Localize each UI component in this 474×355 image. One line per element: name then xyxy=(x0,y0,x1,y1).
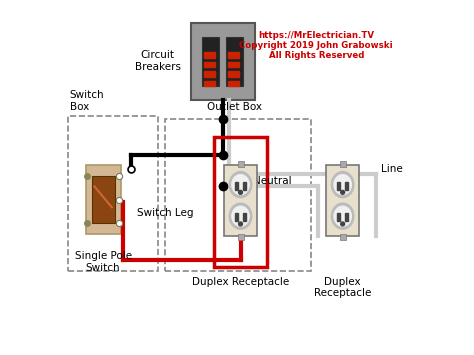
Text: Switch
Box: Switch Box xyxy=(70,90,104,111)
FancyBboxPatch shape xyxy=(326,165,359,236)
Ellipse shape xyxy=(229,203,252,229)
FancyBboxPatch shape xyxy=(91,176,115,223)
Ellipse shape xyxy=(331,203,354,229)
Ellipse shape xyxy=(341,190,345,194)
Bar xyxy=(243,213,246,221)
Ellipse shape xyxy=(238,190,243,194)
FancyBboxPatch shape xyxy=(202,37,219,86)
Bar xyxy=(204,52,215,58)
Text: Circuit
Breakers: Circuit Breakers xyxy=(135,50,181,72)
Ellipse shape xyxy=(334,206,351,226)
Ellipse shape xyxy=(232,175,249,195)
Text: Line: Line xyxy=(382,164,403,174)
Bar xyxy=(204,71,215,77)
Bar xyxy=(235,182,238,190)
Bar xyxy=(228,62,239,67)
Bar xyxy=(228,52,239,58)
Ellipse shape xyxy=(229,171,252,198)
Ellipse shape xyxy=(341,222,345,226)
Bar xyxy=(204,62,215,67)
Bar xyxy=(228,71,239,77)
Text: Neutral: Neutral xyxy=(253,176,292,186)
Ellipse shape xyxy=(331,171,354,198)
FancyBboxPatch shape xyxy=(226,37,243,86)
Text: https://MrElectrician.TV
Copyright 2019 John Grabowski
All Rights Reserved: https://MrElectrician.TV Copyright 2019 … xyxy=(239,31,393,60)
FancyBboxPatch shape xyxy=(224,165,257,236)
Bar xyxy=(337,182,340,190)
Bar xyxy=(345,182,348,190)
Bar xyxy=(228,81,239,86)
Ellipse shape xyxy=(334,175,351,195)
Text: Outlet Box: Outlet Box xyxy=(208,102,263,111)
Bar xyxy=(204,81,215,86)
Bar xyxy=(243,182,246,190)
Bar xyxy=(235,213,238,221)
Text: Switch Leg: Switch Leg xyxy=(137,208,193,218)
Text: Duplex
Receptacle: Duplex Receptacle xyxy=(314,277,371,299)
Ellipse shape xyxy=(238,222,243,226)
Text: Single Pole
Switch: Single Pole Switch xyxy=(74,251,132,273)
Ellipse shape xyxy=(232,206,249,226)
FancyBboxPatch shape xyxy=(85,165,121,234)
FancyBboxPatch shape xyxy=(191,22,255,100)
Bar xyxy=(337,213,340,221)
Bar xyxy=(345,213,348,221)
Text: Duplex Receptacle: Duplex Receptacle xyxy=(192,277,289,287)
